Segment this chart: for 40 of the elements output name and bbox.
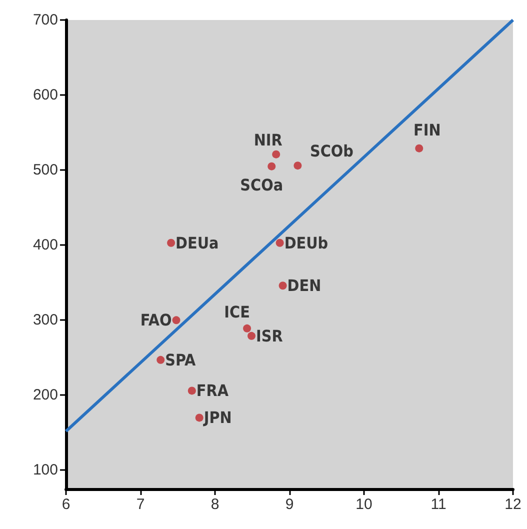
point: [248, 332, 256, 340]
annotation: DEN: [287, 276, 322, 296]
x-tick-label: 8: [210, 496, 220, 513]
x-tick-label: 7: [136, 496, 145, 513]
y-tick-label: 400: [32, 236, 58, 254]
point: [195, 414, 204, 422]
annotation: FAO: [140, 310, 172, 330]
y-tick-label: 300: [32, 312, 58, 329]
y-tick-label: 100: [32, 462, 58, 479]
annotation: SPA: [165, 350, 197, 370]
point: [278, 282, 287, 290]
x-tick-label: 12: [504, 496, 522, 513]
annotation: DEUa: [176, 233, 219, 252]
x-tick-label: 10: [356, 496, 372, 513]
annotation: ICE: [224, 302, 250, 322]
point: [156, 356, 165, 364]
y-tick-label: 200: [32, 386, 58, 404]
point: [188, 386, 196, 395]
annotation: SCOb: [310, 142, 354, 161]
x-tick-label: 6: [62, 496, 70, 513]
point: [172, 316, 180, 324]
point: [272, 150, 280, 158]
annotation: ISR: [256, 326, 283, 346]
x-tick-label: 11: [430, 496, 446, 513]
y-tick-label: 500: [32, 162, 58, 179]
annotation: JPN: [202, 408, 232, 428]
point: [243, 324, 252, 332]
annotation: SCOa: [240, 175, 284, 194]
y-tick-label: 600: [32, 86, 58, 104]
annotation: FIN: [414, 120, 441, 140]
x-tick-label: 9: [285, 496, 294, 513]
point: [415, 144, 424, 152]
point: [268, 162, 276, 170]
annotation: NIR: [254, 130, 282, 150]
point: [276, 238, 284, 247]
y-tick-label: 700: [32, 12, 58, 28]
point: [294, 162, 302, 170]
annotation: DEUb: [284, 233, 328, 252]
point: [167, 238, 176, 247]
annotation: FRA: [196, 381, 230, 400]
